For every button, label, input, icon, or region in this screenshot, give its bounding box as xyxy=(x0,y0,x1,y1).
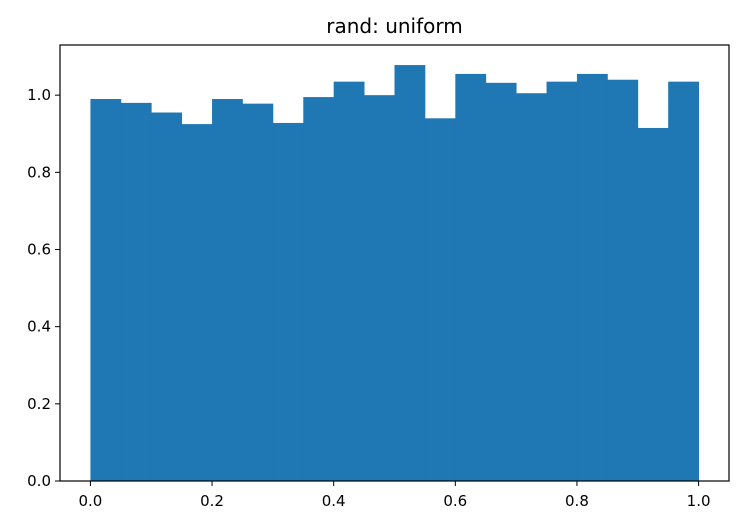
histogram-bar xyxy=(181,124,213,481)
y-tick-label: 0.8 xyxy=(27,163,51,181)
y-tick-label: 0.2 xyxy=(27,395,51,413)
histogram-bars xyxy=(90,65,699,482)
x-tick-label: 0.6 xyxy=(443,492,467,510)
histogram-bar xyxy=(212,99,243,481)
histogram-bar xyxy=(485,82,517,482)
y-tick-label: 1.0 xyxy=(27,86,51,104)
histogram-bar xyxy=(151,112,183,481)
histogram-bar xyxy=(668,81,699,481)
axis-ticks: 0.0 0.2 0.4 0.6 0.8 1.0 0.0 0.2 0.4 0.6 0.8 1.0 xyxy=(27,86,710,510)
y-tick-label: 0.6 xyxy=(27,240,51,258)
histogram-bar xyxy=(242,103,274,481)
x-tick-label: 1.0 xyxy=(687,492,711,510)
x-tick-label: 0.2 xyxy=(200,492,224,510)
x-tick-label: 0.4 xyxy=(322,492,346,510)
histogram-bar xyxy=(364,95,395,481)
histogram-bar xyxy=(303,97,335,481)
x-tick-label: 0.8 xyxy=(565,492,589,510)
y-tick-label: 0.4 xyxy=(27,318,51,336)
histogram-bar xyxy=(607,79,639,482)
histogram-bar xyxy=(333,81,365,481)
histogram-bar xyxy=(546,81,578,481)
histogram-bar xyxy=(424,118,456,481)
chart-title: rand: uniform xyxy=(326,14,462,38)
histogram-bar xyxy=(120,102,152,482)
histogram-bar xyxy=(516,93,547,481)
histogram-bar xyxy=(576,73,608,481)
x-tick-label: 0.0 xyxy=(78,492,102,510)
histogram-bar xyxy=(637,127,669,481)
plot-frame xyxy=(59,44,730,482)
histogram-bar xyxy=(272,122,304,481)
histogram-bar xyxy=(90,99,122,481)
histogram-bar xyxy=(394,65,426,481)
histogram-bar xyxy=(455,73,487,481)
y-tick-label: 0.0 xyxy=(27,472,51,490)
